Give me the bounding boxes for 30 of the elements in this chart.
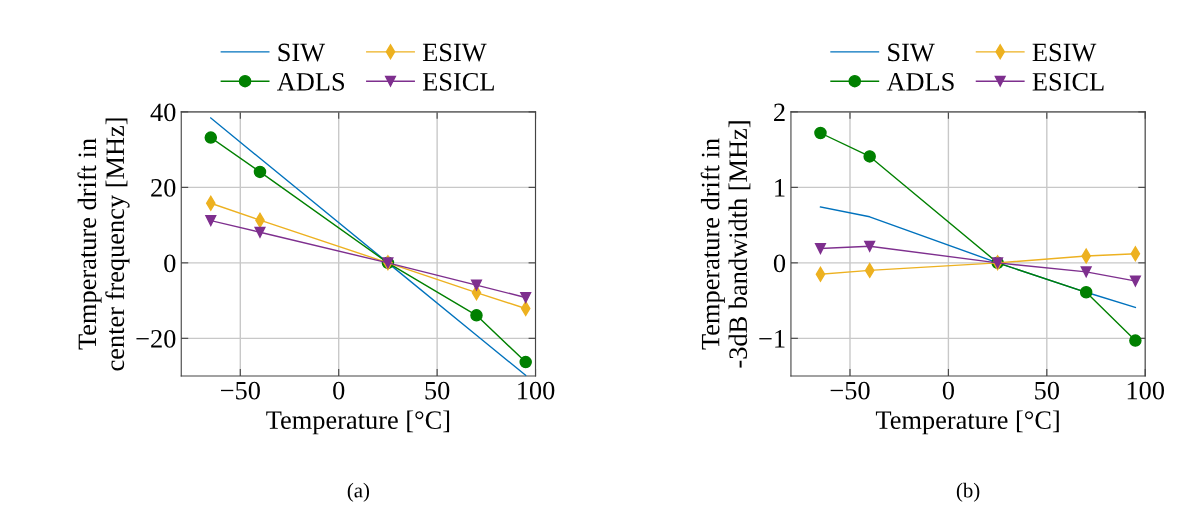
x-axis-title: Temperature [°C]	[875, 410, 1059, 435]
legend-label: SIW	[278, 43, 326, 62]
y-tick-label: 40	[150, 103, 176, 122]
x-tick-label: −50	[830, 381, 870, 400]
x-tick-label: 100	[1127, 381, 1165, 400]
x-axis-title: Temperature [°C]	[266, 410, 450, 435]
legend-label: ESIW	[422, 43, 487, 62]
x-tick-label: 50	[1035, 381, 1059, 400]
legend-label: ESIW	[1032, 43, 1097, 62]
y-tick-label: 2	[774, 103, 785, 122]
x-tick-label: 0	[942, 381, 954, 400]
text: (b)	[956, 482, 980, 502]
legend-label: ESICL	[422, 72, 494, 91]
legend-label: ADLS	[277, 72, 345, 91]
legend-label: ESICL	[1032, 72, 1104, 91]
y-tick-label: 0	[164, 254, 176, 273]
y-axis-title: Temperature drift in -3dB bandwidth [MHz]	[700, 121, 751, 368]
y-tick-label: 20	[151, 178, 176, 197]
legend-label: SIW	[888, 43, 935, 62]
x-tick-label: −50	[220, 381, 260, 400]
y-tick-label: −1	[759, 330, 785, 348]
legend-label: ADLS	[886, 72, 954, 91]
y-tick-label: 0	[773, 254, 786, 273]
x-tick-label: 100	[518, 381, 555, 400]
y-tick-label: −20	[136, 329, 176, 348]
x-tick-label: 0	[333, 381, 345, 400]
y-axis-title: Temperature drift in center frequency [MHz]	[77, 118, 130, 371]
x-tick-label: 50	[425, 381, 450, 400]
y-tick-label: 1	[775, 179, 785, 197]
text: (a)	[347, 482, 370, 502]
